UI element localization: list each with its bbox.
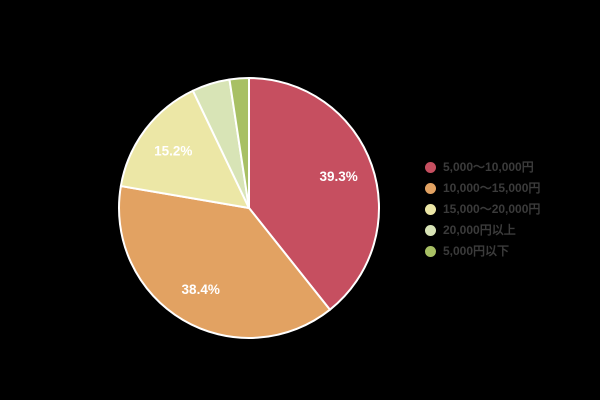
pie-slice[interactable] — [248, 77, 380, 311]
pie-slice-label: 38.4% — [182, 282, 220, 297]
legend-item[interactable]: 15,000〜20,000円 — [425, 203, 540, 215]
legend-label: 15,000〜20,000円 — [443, 202, 541, 216]
legend-item[interactable]: 20,000円以上 — [425, 224, 540, 236]
legend-marker-icon — [425, 245, 436, 257]
legend-marker-icon — [425, 161, 436, 173]
legend: 5,000〜10,000円 10,000〜15,000円 15,000〜20,000… — [425, 161, 540, 257]
legend-item[interactable]: 10,000〜15,000円 — [425, 182, 540, 194]
legend-label: 5,000〜10,000円 — [443, 160, 534, 174]
legend-marker-icon — [425, 182, 436, 194]
legend-item[interactable]: 5,000円以下 — [425, 245, 540, 257]
legend-label: 10,000〜15,000円 — [443, 181, 541, 195]
legend-marker-icon — [425, 203, 436, 215]
pie-slice-label: 15.2% — [154, 143, 192, 158]
pie-slice[interactable] — [118, 185, 331, 339]
legend-marker-icon — [425, 224, 436, 236]
pie-slice[interactable] — [228, 77, 250, 209]
pie-slice-label: 39.3% — [319, 169, 357, 184]
legend-label: 20,000円以上 — [443, 223, 516, 237]
legend-item[interactable]: 5,000〜10,000円 — [425, 161, 540, 173]
legend-label: 5,000円以下 — [443, 244, 510, 258]
pie-slice[interactable] — [119, 89, 250, 209]
